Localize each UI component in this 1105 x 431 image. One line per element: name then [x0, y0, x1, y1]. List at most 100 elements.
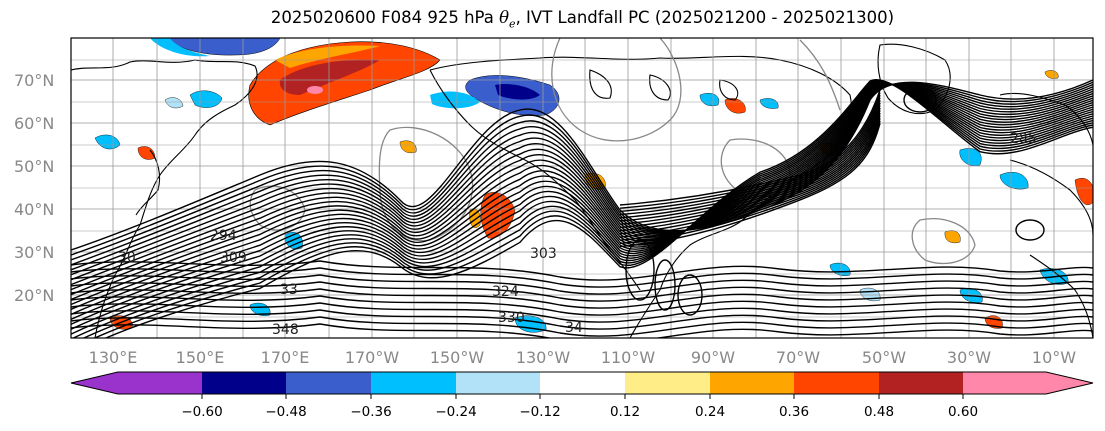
colorbar-tick-label: 0.36	[779, 404, 809, 420]
title-suffix: , IVT Landfall PC (2025021200 - 20250213…	[515, 8, 895, 27]
theta-e-contour-line	[71, 288, 1093, 309]
contour-label: 324	[492, 284, 519, 300]
contour-label: 309	[220, 250, 247, 266]
theta-e-contour-line	[71, 83, 1093, 301]
anomaly-negative-blob	[759, 98, 779, 109]
contour-label: 33	[280, 282, 298, 298]
colorbar-tick-label: 0.12	[610, 404, 640, 420]
colorbar-over-triangle	[1046, 372, 1093, 394]
lon-label: 50°W	[862, 348, 906, 367]
coastline-africa	[1029, 254, 1093, 338]
ivt-contours	[249, 38, 976, 265]
colorbar-bin	[118, 372, 202, 394]
colorbar-bin	[710, 372, 794, 394]
colorbar-tick-label: 0.24	[695, 404, 725, 420]
theta-e-contour-line	[619, 117, 881, 241]
theta-e-contour-line	[619, 112, 881, 235]
anomaly-extreme-alaska	[307, 86, 323, 94]
colorbar-bin	[879, 372, 963, 394]
lon-label: 170°E	[261, 348, 310, 367]
theta-e-contour-loop	[677, 274, 703, 316]
anomaly-negative-blob	[249, 302, 271, 316]
theta-e-contour-line	[71, 82, 1093, 315]
theta-e-contours	[71, 78, 1093, 338]
colorbar-tick-label: −0.60	[181, 404, 222, 420]
theta-e-contour-loop	[654, 259, 676, 311]
theta-e-contour-line	[71, 281, 1093, 302]
colorbar-bin	[540, 372, 625, 394]
colorbar-ticks: −0.60 −0.48 −0.36 −0.24 −0.12 0.12 0.24 0.36 0.4…	[181, 394, 978, 420]
theta-e-contour-line	[71, 81, 1093, 256]
latitude-labels: 70°N 60°N 50°N 40°N 30°N 20°N	[14, 71, 54, 305]
contour-label: 34	[565, 320, 583, 336]
theta-e-contour-line	[71, 82, 1093, 320]
theta-e-contour-line	[619, 97, 881, 216]
theta-e-contour-line	[71, 83, 1093, 306]
anomaly-positive-blob	[1074, 178, 1093, 205]
colorbar-bin	[625, 372, 710, 394]
lon-label: 130°W	[516, 348, 571, 367]
theta-e-contour-line	[619, 107, 881, 229]
theta-e-contour-line	[71, 260, 1093, 281]
colorbar-tick-label: −0.36	[350, 404, 391, 420]
lon-label: 170°W	[345, 348, 400, 367]
theta-e-contour-line	[71, 267, 1093, 288]
theta-e-contour-line	[619, 94, 881, 213]
colorbar-tick-label: 0.48	[864, 404, 894, 420]
theta-e-contour-line	[619, 115, 881, 238]
theta-e-contour-line	[71, 82, 1093, 261]
theta-e-contour-line	[93, 79, 1093, 338]
lat-label: 20°N	[14, 286, 54, 305]
colorbar-bins	[118, 372, 1046, 394]
shaded-anomalies	[94, 38, 1093, 333]
lat-label: 40°N	[14, 200, 54, 219]
theta-e-contour-line	[619, 110, 881, 232]
theta-e-contour-line	[71, 83, 1093, 271]
lon-label: 150°W	[430, 348, 485, 367]
theta-e-contour-line	[71, 323, 1093, 338]
contour-label: 303	[530, 246, 557, 262]
theta-e-contour-line	[71, 316, 1093, 337]
colorbar-bin	[456, 372, 540, 394]
title-theta: θe	[499, 8, 516, 31]
anomaly-negative-blob	[699, 92, 720, 107]
anomaly-negative-blob	[189, 90, 223, 108]
colorbar-bin	[286, 372, 371, 394]
coastline-japan	[135, 149, 161, 216]
anomaly-negative-canada-core	[495, 84, 540, 100]
theta-e-contour-loop	[1015, 219, 1045, 241]
anomaly-positive-alaska-core	[279, 59, 380, 95]
contour-labels: 294 309 30 303 324 330 348 285 34 33	[118, 131, 1037, 338]
colorbar-under-triangle	[71, 372, 118, 394]
theta-e-contour-line	[104, 78, 1093, 338]
title-prefix: 2025020600 F084 925 hPa	[270, 8, 494, 27]
lat-label: 50°N	[14, 157, 54, 176]
lat-label: 70°N	[14, 71, 54, 90]
theta-e-contour-line	[71, 81, 1093, 330]
contour-label: 294	[210, 228, 237, 244]
colorbar-bin	[794, 372, 879, 394]
figure-title: 2025020600 F084 925 hPa θe, IVT Landfall…	[0, 8, 1105, 30]
anomaly-positive-blob	[1044, 70, 1059, 79]
anomaly-negative-canada-edge	[430, 91, 480, 109]
anomaly-negative-blob	[959, 148, 982, 166]
theta-e-contour-line	[619, 102, 881, 222]
theta-e-contour-line	[619, 120, 881, 245]
theta-e-contour-line	[71, 83, 1093, 276]
colorbar-tick-label: −0.48	[265, 404, 306, 420]
theta-e-contour-line	[82, 80, 1093, 338]
theta-e-contour-line	[71, 79, 1093, 251]
colorbar-tick-label: −0.12	[519, 404, 560, 420]
contour-label: 285	[1010, 131, 1037, 147]
theta-e-contour-line	[71, 81, 1093, 335]
theta-e-contour-line	[619, 92, 881, 209]
theta-e-contour-line	[71, 80, 1093, 338]
anomaly-positive-alaska-edge	[275, 45, 380, 68]
anomaly-negative-blob	[164, 97, 184, 109]
anomaly-negative-siberia-edge	[150, 38, 210, 57]
contour-label: 330	[498, 310, 525, 326]
theta-e-contour-loop	[903, 87, 937, 113]
colorbar-bin	[202, 372, 286, 394]
colorbar-outline	[70, 371, 1094, 395]
